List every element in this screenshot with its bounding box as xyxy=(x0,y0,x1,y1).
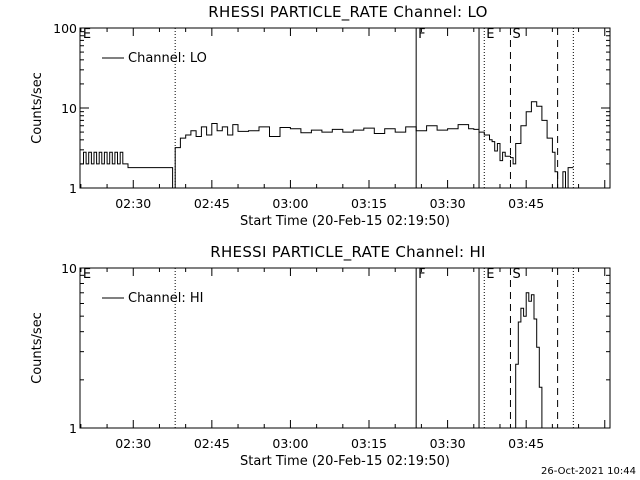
lo-y-tick-label: 10 xyxy=(61,101,77,116)
hi-x-axis-label: Start Time (20-Feb-15 02:19:50) xyxy=(240,454,450,469)
lo-event-marker-label: E xyxy=(83,27,91,42)
hi-plot-frame xyxy=(79,267,611,429)
lo-event-marker-label: E xyxy=(486,27,494,42)
lo-event-marker-label: S xyxy=(512,27,520,42)
hi-legend: Channel: HI xyxy=(102,291,204,306)
lo-series-line xyxy=(80,101,574,189)
lo-x-tick-label: 02:45 xyxy=(194,196,230,211)
lo-event-marker-label: F xyxy=(418,27,425,42)
hi-y-axis-label: Counts/sec xyxy=(30,312,45,384)
lo-x-tick-label: 03:45 xyxy=(508,196,544,211)
lo-x-tick-label: 03:30 xyxy=(430,196,466,211)
lo-x-tick-label: 03:15 xyxy=(351,196,387,211)
lo-tick-group: 02:30 02:45 03:00 03:15 03:30 03:45 1 10 100 xyxy=(53,21,610,211)
hi-y-tick-label: 1 xyxy=(69,421,77,436)
lo-y-tick-label: 100 xyxy=(53,21,77,36)
hi-event-marker-label: F xyxy=(418,267,425,282)
hi-chart-title: RHESSI PARTICLE_RATE Channel: HI xyxy=(210,243,486,262)
hi-x-tick-label: 03:30 xyxy=(430,436,466,451)
hi-x-tick-label: 02:45 xyxy=(194,436,230,451)
lo-y-tick-label: 1 xyxy=(69,181,77,196)
hi-channel-panel: RHESSI PARTICLE_RATE Channel: HI Counts/… xyxy=(30,243,611,469)
lo-x-tick-label: 03:00 xyxy=(272,196,308,211)
lo-x-axis-label: Start Time (20-Feb-15 02:19:50) xyxy=(240,214,450,229)
lo-legend: Channel: LO xyxy=(102,51,207,66)
hi-series-line xyxy=(513,292,543,429)
hi-event-marker-label: E xyxy=(486,267,494,282)
hi-x-tick-label: 03:45 xyxy=(508,436,544,451)
lo-legend-label: Channel: LO xyxy=(128,51,207,66)
footer-timestamp: 26-Oct-2021 10:44 xyxy=(541,466,636,477)
hi-tick-group: 02:30 02:45 03:00 03:15 03:30 03:45 1 10 xyxy=(61,261,610,451)
lo-plot-frame xyxy=(79,27,611,189)
hi-event-marker-label: E xyxy=(83,267,91,282)
hi-x-tick-label: 02:30 xyxy=(115,436,151,451)
hi-series-group xyxy=(513,292,543,429)
hi-x-tick-label: 03:00 xyxy=(272,436,308,451)
hi-event-marker-label: S xyxy=(512,267,520,282)
hi-y-tick-label: 10 xyxy=(61,261,77,276)
lo-channel-panel: RHESSI PARTICLE_RATE Channel: LO Counts/… xyxy=(30,3,611,229)
hi-x-tick-label: 03:15 xyxy=(351,436,387,451)
lo-y-axis-label: Counts/sec xyxy=(30,72,45,144)
lo-x-tick-label: 02:30 xyxy=(115,196,151,211)
lo-chart-title: RHESSI PARTICLE_RATE Channel: LO xyxy=(208,3,487,22)
hi-legend-label: Channel: HI xyxy=(128,291,204,306)
lo-series-group xyxy=(80,101,574,189)
